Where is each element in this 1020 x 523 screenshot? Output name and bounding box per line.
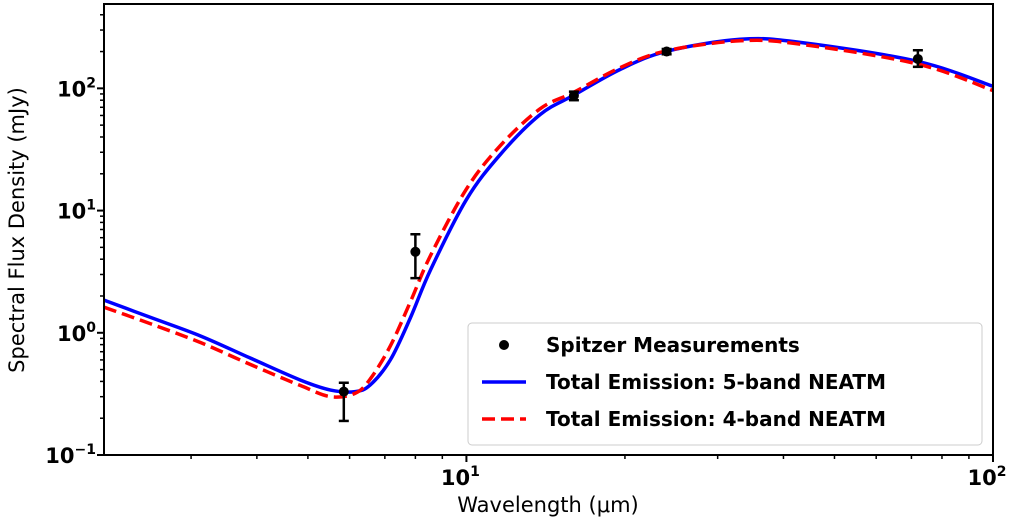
data-marker (410, 246, 421, 257)
legend-box (467, 322, 983, 446)
y-tick-label: 100 (57, 320, 96, 346)
y-tick-label: 10−1 (45, 442, 96, 468)
data-marker (338, 386, 349, 397)
legend-label-5band: Total Emission: 5-band NEATM (546, 370, 886, 394)
legend: Spitzer Measurements Total Emission: 5-b… (467, 322, 983, 446)
data-point (661, 46, 672, 57)
data-point (410, 233, 421, 280)
data-marker (568, 90, 579, 101)
legend-label-spitzer: Spitzer Measurements (546, 333, 800, 357)
x-axis-label: Wavelength (μm) (457, 493, 638, 517)
data-point (338, 381, 349, 423)
x-tick-label: 101 (441, 464, 480, 490)
data-point (912, 49, 923, 69)
y-axis-label: Spectral Flux Density (mJy) (5, 87, 29, 373)
y-tick-label: 101 (57, 198, 96, 224)
legend-marker-spitzer (499, 340, 509, 350)
series-line-2 (103, 38, 994, 399)
y-tick-label: 102 (57, 75, 96, 101)
legend-label-4band: Total Emission: 4-band NEATM (546, 407, 886, 431)
data-marker (661, 46, 672, 57)
data-point (568, 90, 579, 102)
x-tick-label: 102 (968, 464, 1007, 490)
data-marker (912, 53, 923, 64)
